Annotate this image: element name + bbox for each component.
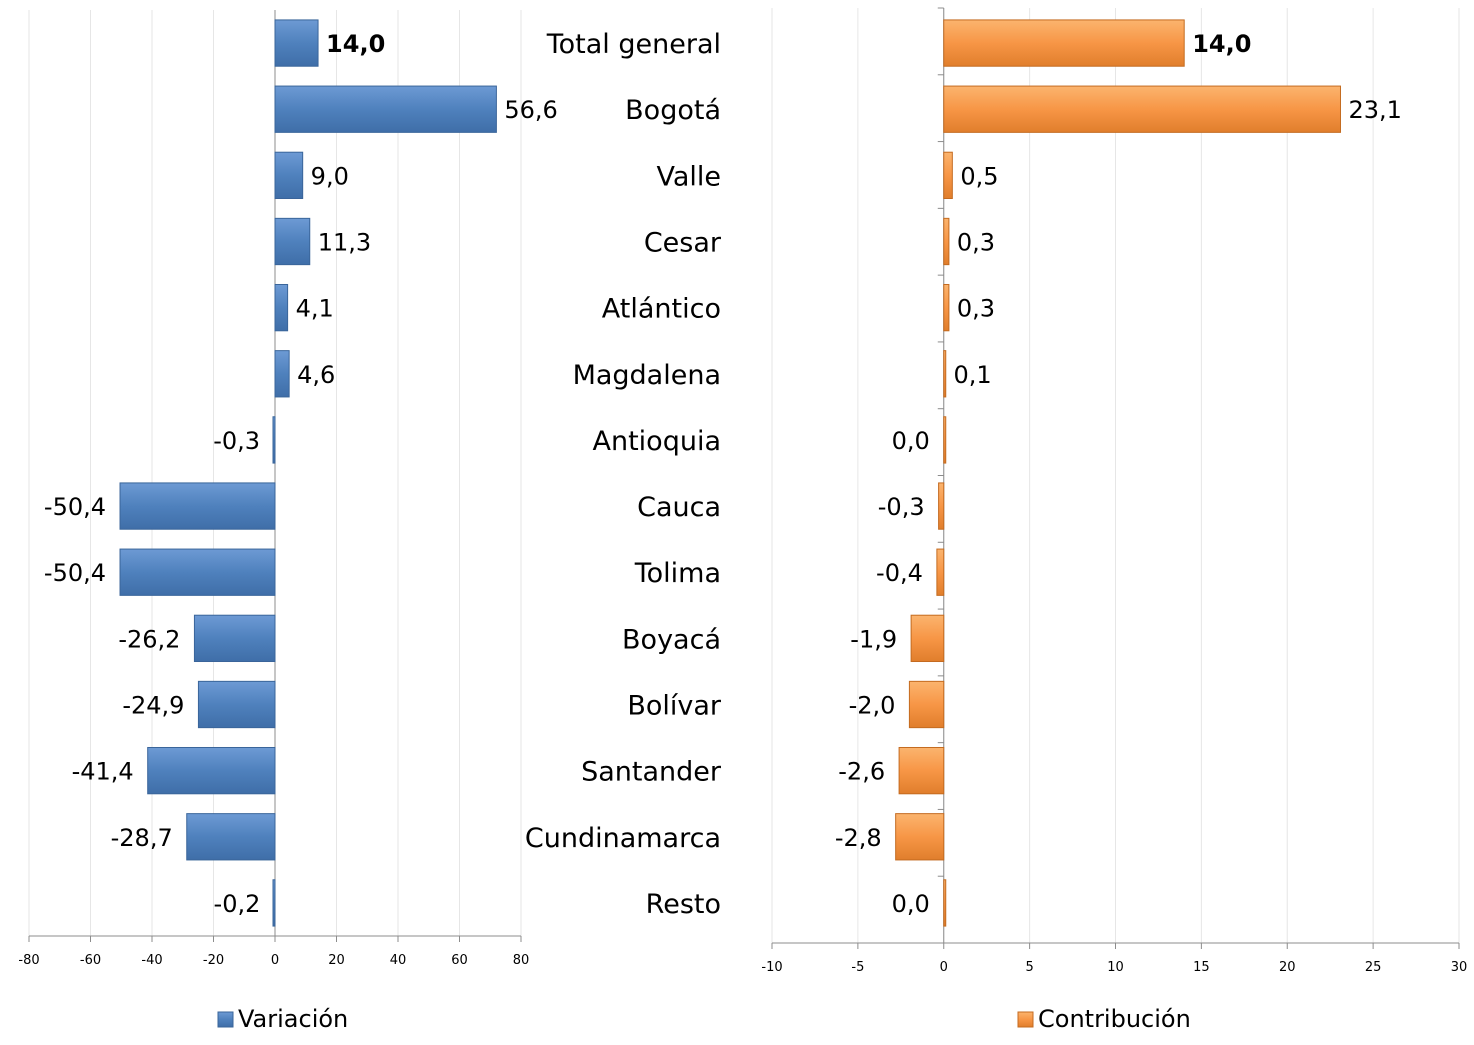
variacion-tick-label: -60	[80, 953, 101, 968]
contribucion-chart: -10 -5 0 5 10 15 20 25 30 14,0 23,1 0,5 0,3 0,3 0,1 0,0…	[761, 7, 1468, 1033]
variacion-data-label: 4,1	[296, 295, 334, 323]
contribucion-bar	[943, 879, 947, 927]
contribucion-tick-label: 30	[1451, 960, 1468, 975]
variacion-data-label: -41,4	[72, 758, 134, 786]
category-label: Bolívar	[627, 691, 722, 722]
contribucion-data-label: 0,0	[892, 427, 930, 455]
contribucion-bar	[943, 283, 950, 332]
variacion-bar	[193, 614, 276, 663]
variacion-tick-label: 80	[513, 953, 530, 968]
variacion-legend-label: Variación	[238, 1005, 348, 1033]
contribucion-data-label: 0,3	[957, 229, 995, 257]
variacion-bar	[274, 350, 290, 398]
contribucion-tick-label: 5	[1025, 960, 1033, 975]
variacion-bar	[274, 85, 497, 133]
contribucion-data-label: 0,0	[892, 890, 930, 918]
category-label: Valle	[656, 161, 721, 192]
category-label: Atlántico	[602, 294, 721, 325]
contribucion-data-label: 0,1	[953, 361, 991, 389]
variacion-tick-label: 0	[271, 953, 279, 968]
category-label: Boyacá	[622, 624, 721, 655]
variacion-bar	[186, 813, 276, 861]
category-labels: Total general Bogotá Valle Cesar Atlántico Ma…	[525, 29, 722, 920]
contribucion-data-label: 0,3	[957, 295, 995, 323]
variacion-data-label: -24,9	[122, 692, 184, 720]
variacion-bar	[274, 151, 304, 200]
variacion-tick-label: -20	[203, 953, 224, 968]
variacion-data-label: -26,2	[118, 625, 180, 653]
contribucion-bar	[943, 85, 1341, 133]
contribucion-data-label: 14,0	[1192, 30, 1251, 58]
variacion-data-label: -28,7	[111, 824, 173, 852]
variacion-tick-label: -40	[141, 953, 162, 968]
variacion-bar	[119, 548, 276, 596]
contribucion-data-label: -0,4	[876, 559, 923, 587]
contribucion-tick-label: -10	[761, 960, 782, 975]
variacion-bar	[274, 217, 311, 266]
variacion-bar	[274, 19, 319, 67]
category-label: Magdalena	[573, 360, 721, 391]
contribucion-legend-swatch	[1017, 1011, 1034, 1028]
contribucion-bar	[943, 416, 947, 464]
category-label: Tolima	[634, 558, 721, 589]
contribucion-tick-label: 20	[1279, 960, 1296, 975]
contribucion-data-label: 23,1	[1348, 96, 1401, 124]
category-label: Resto	[646, 889, 721, 920]
contribucion-data-label: -2,0	[849, 692, 896, 720]
variacion-bar	[119, 482, 276, 530]
category-label: Total general	[546, 29, 721, 60]
variacion-data-label: -0,3	[213, 427, 260, 455]
contribucion-bar	[910, 614, 945, 663]
contribucion-bar	[943, 19, 1185, 67]
variacion-tick-label: 20	[328, 953, 345, 968]
contribucion-bar	[943, 151, 953, 200]
contribucion-bar	[936, 548, 945, 596]
contribucion-bar	[898, 746, 945, 795]
contribucion-bar	[938, 482, 945, 530]
contribucion-tick-label: 15	[1193, 960, 1210, 975]
variacion-bar	[272, 879, 276, 927]
contribucion-data-label: 0,5	[960, 162, 998, 190]
variacion-bar	[272, 416, 276, 464]
variacion-data-label: 11,3	[318, 229, 371, 257]
variacion-bar	[147, 746, 276, 795]
contribucion-tick-label: -5	[851, 960, 864, 975]
category-label: Cundinamarca	[525, 823, 721, 854]
variacion-legend-swatch	[217, 1011, 234, 1028]
contribucion-legend-label: Contribución	[1038, 1005, 1191, 1033]
variacion-chart: -80 -60 -40 -20 0 20 40 60 80 14,0 56,6 9,0 11,3 4,1 4…	[18, 10, 558, 1033]
contribucion-bar	[943, 350, 947, 398]
contribucion-tick-label: 10	[1107, 960, 1124, 975]
variacion-data-label: -50,4	[44, 559, 106, 587]
category-label: Cesar	[644, 228, 722, 259]
variacion-data-label: 9,0	[311, 162, 349, 190]
variacion-data-label: -50,4	[44, 493, 106, 521]
contribucion-bar	[895, 813, 945, 861]
contribucion-data-label: -2,6	[838, 758, 885, 786]
variacion-data-label: 14,0	[326, 30, 385, 58]
variacion-data-label: 4,6	[297, 361, 335, 389]
variacion-tick-label: 40	[390, 953, 407, 968]
category-label: Bogotá	[625, 95, 721, 126]
contribucion-data-label: -1,9	[850, 625, 897, 653]
category-label: Santander	[581, 757, 722, 788]
contribucion-data-label: -2,8	[835, 824, 882, 852]
contribucion-data-label: -0,3	[878, 493, 925, 521]
contribucion-bar	[943, 217, 950, 266]
variacion-bar	[274, 283, 289, 332]
category-label: Antioquia	[593, 426, 722, 457]
variacion-data-label: 56,6	[504, 96, 557, 124]
category-label: Cauca	[637, 492, 721, 523]
variacion-tick-label: 60	[451, 953, 468, 968]
variacion-tick-label: -80	[18, 953, 39, 968]
contribucion-tick-label: 25	[1365, 960, 1382, 975]
contribucion-tick-label: 0	[940, 960, 948, 975]
contribucion-bar	[908, 680, 945, 729]
variacion-bar	[197, 680, 276, 729]
variacion-data-label: -0,2	[214, 890, 261, 918]
